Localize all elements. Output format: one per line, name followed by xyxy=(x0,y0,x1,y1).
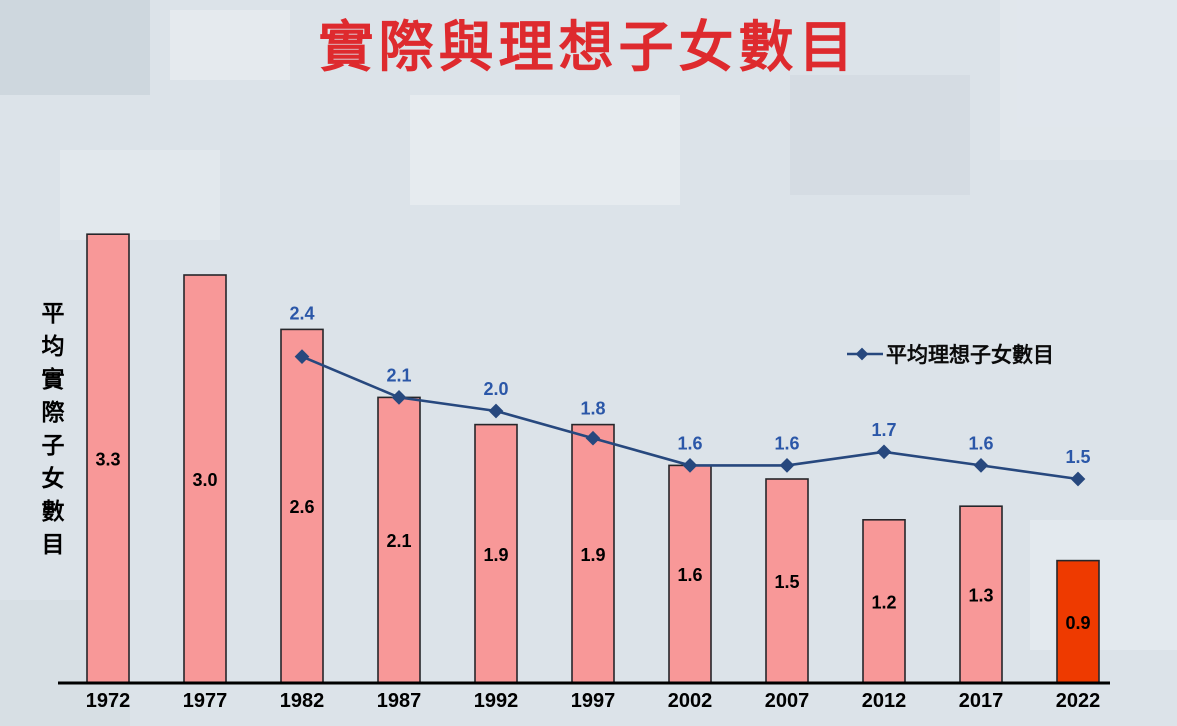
x-tick-label: 1977 xyxy=(183,690,228,712)
bar-value-label: 1.3 xyxy=(968,586,993,606)
bar-value-label: 1.2 xyxy=(871,592,896,612)
bar xyxy=(668,464,712,684)
x-tick-label: 2012 xyxy=(862,690,907,712)
legend-label: 平均理想子女數目 xyxy=(886,343,1054,367)
diamond-marker-icon xyxy=(294,349,310,364)
bar-value-label: 0.9 xyxy=(1065,613,1090,633)
bar xyxy=(183,274,227,684)
bar-value-label: 3.3 xyxy=(95,450,120,470)
diamond-marker-icon xyxy=(391,390,407,405)
bar-value-label: 1.5 xyxy=(774,572,799,592)
diamond-marker-icon xyxy=(1070,471,1086,487)
legend-line-diamond-icon xyxy=(847,347,883,361)
bar xyxy=(280,328,324,684)
bar-value-label: 3.0 xyxy=(192,470,217,490)
line-value-label: 1.5 xyxy=(1065,447,1090,467)
diamond-marker-icon xyxy=(973,458,989,473)
legend: 平均理想子女數目 xyxy=(847,339,1054,369)
diamond-marker-icon xyxy=(779,458,795,473)
y-axis-label: 平均實際子女數目 xyxy=(38,301,63,565)
bar-value-label: 2.1 xyxy=(386,531,411,551)
bar xyxy=(765,478,809,684)
x-tick-label: 2007 xyxy=(765,690,810,712)
diamond-marker-icon xyxy=(585,430,601,446)
line-value-label: 2.1 xyxy=(386,365,411,385)
bar-value-label: 1.9 xyxy=(483,545,508,565)
bar xyxy=(86,233,130,684)
x-tick-label: 1997 xyxy=(571,690,616,712)
diamond-marker-icon xyxy=(682,458,698,473)
x-tick-label: 2002 xyxy=(668,690,713,712)
x-tick-label: 1987 xyxy=(377,690,422,712)
diamond-marker-icon xyxy=(488,403,504,419)
line-value-label: 1.8 xyxy=(580,399,605,419)
line-value-label: 1.6 xyxy=(677,433,702,453)
page-title: 實際與理想子女數目 xyxy=(318,17,859,78)
x-tick-label: 1992 xyxy=(474,690,519,712)
x-tick-label: 2017 xyxy=(959,690,1004,712)
bar-value-label: 2.6 xyxy=(289,497,314,517)
diamond-marker-icon xyxy=(876,444,892,460)
line-value-label: 2.0 xyxy=(483,379,508,399)
bar xyxy=(377,396,421,684)
line-value-label: 1.6 xyxy=(774,433,799,453)
bar-value-label: 1.6 xyxy=(677,565,702,585)
line-value-label: 1.6 xyxy=(968,433,993,453)
x-tick-label: 1972 xyxy=(86,690,131,712)
line-value-label: 1.7 xyxy=(871,420,896,440)
bar-value-label: 1.9 xyxy=(580,545,605,565)
line-value-label: 2.4 xyxy=(289,303,314,323)
x-tick-label: 2022 xyxy=(1056,690,1101,712)
x-tick-label: 1982 xyxy=(280,690,325,712)
